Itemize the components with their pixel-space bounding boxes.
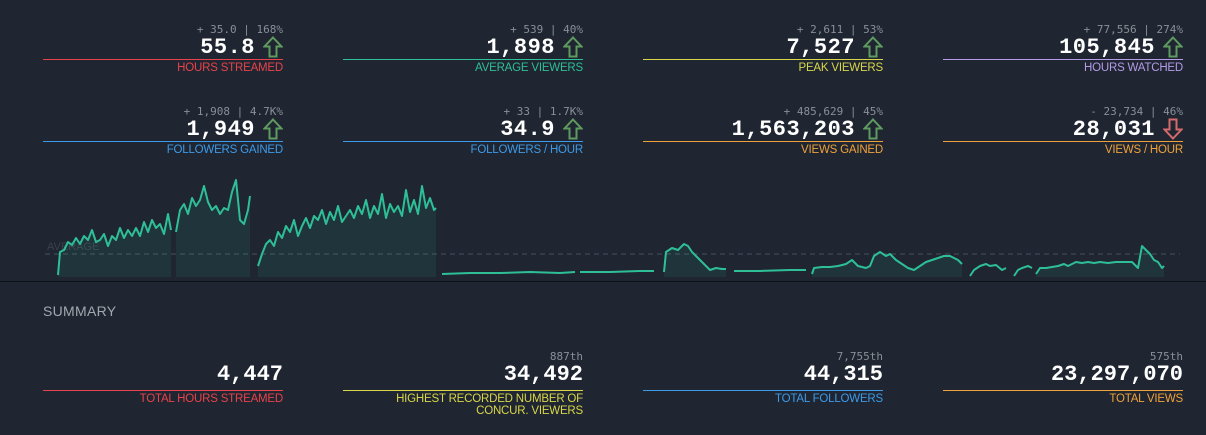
stat-rule	[343, 141, 583, 142]
sparkline-svg: AVERAGE	[45, 179, 1180, 277]
stat-value: 55.8	[200, 34, 255, 60]
stat-label: AVERAGE VIEWERS	[475, 62, 583, 74]
arrow-up-icon	[263, 118, 283, 140]
summary-label: HIGHEST RECORDED NUMBER OF CONCUR. VIEWE…	[396, 393, 583, 417]
stat-label: FOLLOWERS / HOUR	[470, 144, 584, 156]
average-label: AVERAGE	[47, 241, 99, 253]
stat-rule	[43, 141, 283, 142]
stat-label: VIEWS GAINED	[801, 144, 883, 156]
arrow-up-icon	[863, 36, 883, 58]
sparkline-line	[734, 269, 806, 272]
stat-rule	[643, 141, 883, 142]
arrow-up-icon	[1163, 36, 1183, 58]
arrow-up-icon	[263, 36, 283, 58]
summary-value: 4,447	[216, 362, 283, 387]
stat-delta: - 23,734 | 46%	[1090, 105, 1183, 118]
stat-value: 7,527	[786, 34, 855, 60]
summary-title: SUMMARY	[43, 303, 117, 319]
sparkline-line	[441, 270, 576, 275]
stat-rule	[343, 59, 583, 60]
stat-delta: + 1,908 | 4.7K%	[183, 105, 283, 118]
stat-label: PEAK VIEWERS	[798, 62, 883, 74]
section-divider	[0, 281, 1206, 282]
stat-label: HOURS WATCHED	[1084, 62, 1183, 74]
summary-rule	[343, 390, 583, 391]
summary-rule	[43, 390, 283, 391]
summary-label: TOTAL VIEWS	[1109, 393, 1183, 405]
sparkline-area	[812, 252, 962, 277]
summary-value: 23,297,070	[1050, 362, 1183, 387]
sparkline-line	[811, 251, 963, 275]
stat-delta: + 77,556 | 274%	[1083, 23, 1183, 36]
arrow-down-icon	[1163, 118, 1183, 140]
arrow-up-icon	[563, 118, 583, 140]
stat-value: 1,949	[186, 116, 255, 142]
viewers-sparkline-chart[interactable]: AVERAGE	[0, 170, 1206, 282]
sparkline-line	[580, 270, 654, 273]
sparkline-line	[969, 263, 1007, 277]
sparkline-area	[1036, 246, 1164, 277]
stat-delta: + 539 | 40%	[510, 23, 583, 36]
stat-delta: + 35.0 | 168%	[196, 23, 283, 36]
summary-rank: 575th	[1149, 350, 1183, 363]
stat-rule	[943, 141, 1183, 142]
stat-value: 1,563,203	[731, 116, 855, 142]
sparkline-line	[57, 213, 172, 276]
sparkline-line	[663, 243, 726, 273]
stat-value: 34.9	[500, 116, 555, 142]
stat-rule	[943, 59, 1183, 60]
sparkline-line	[257, 185, 437, 267]
stat-value: 105,845	[1059, 34, 1155, 60]
sparkline-line	[175, 179, 251, 233]
stat-delta: + 485,629 | 45%	[783, 105, 883, 118]
summary-value: 34,492	[503, 362, 583, 387]
arrow-up-icon	[563, 36, 583, 58]
stat-label: HOURS STREAMED	[177, 62, 283, 74]
stat-rule	[643, 59, 883, 60]
summary-value: 44,315	[803, 362, 883, 387]
summary-rank: 7,755th	[836, 350, 883, 363]
sparkline-line	[1035, 245, 1165, 275]
sparkline-area	[664, 244, 726, 277]
stat-value: 1,898	[486, 34, 555, 60]
stat-label: FOLLOWERS GAINED	[166, 144, 283, 156]
stat-value: 28,031	[1072, 116, 1155, 142]
arrow-up-icon	[863, 118, 883, 140]
summary-rule	[643, 390, 883, 391]
summary-rank: 887th	[549, 350, 583, 363]
stat-delta: + 2,611 | 53%	[796, 23, 883, 36]
sparkline-line	[1013, 264, 1033, 277]
stat-rule	[43, 59, 283, 60]
stat-label: VIEWS / HOUR	[1104, 144, 1183, 156]
sparkline-area	[176, 180, 250, 277]
summary-label: TOTAL HOURS STREAMED	[139, 393, 284, 405]
summary-rule	[943, 390, 1183, 391]
stat-delta: + 33 | 1.7K%	[503, 105, 583, 118]
summary-label: TOTAL FOLLOWERS	[775, 393, 883, 405]
